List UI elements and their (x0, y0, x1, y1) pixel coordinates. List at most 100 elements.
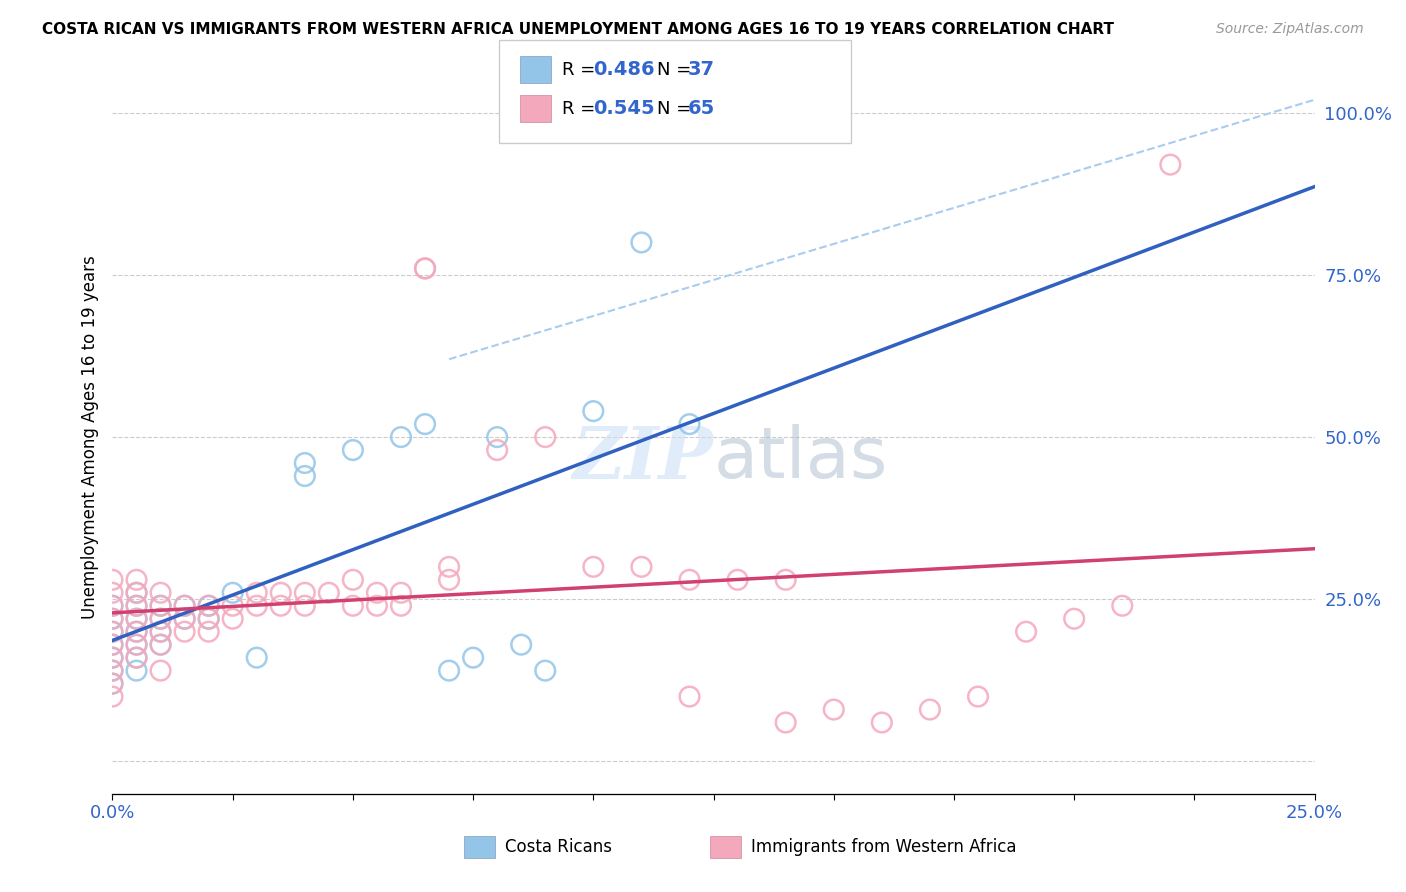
Point (246, 650, 269, 665)
Point (101, 612, 124, 626)
Point (149, 599, 172, 613)
Point (678, 417, 700, 431)
Point (246, 586, 269, 600)
Point (437, 559, 460, 574)
Point (630, 559, 652, 574)
Point (342, 573, 364, 587)
Point (125, 586, 148, 600)
Point (534, 430, 557, 444)
Point (125, 599, 148, 613)
Point (101, 664, 124, 678)
Point (413, 417, 436, 431)
Point (486, 443, 509, 458)
Point (101, 676, 124, 690)
Point (678, 690, 700, 704)
Point (101, 586, 124, 600)
Point (149, 664, 172, 678)
Point (775, 715, 797, 730)
Point (413, 261, 436, 276)
Point (173, 612, 195, 626)
Point (101, 612, 124, 626)
Point (125, 599, 148, 613)
Point (101, 624, 124, 639)
Point (101, 624, 124, 639)
Point (101, 573, 124, 587)
Point (270, 586, 292, 600)
Point (125, 586, 148, 600)
Point (149, 624, 172, 639)
Point (173, 624, 195, 639)
Point (389, 430, 412, 444)
Point (294, 586, 316, 600)
Point (197, 599, 219, 613)
Point (967, 690, 990, 704)
Text: R =: R = (562, 100, 602, 118)
Point (823, 702, 845, 716)
Point (486, 430, 509, 444)
Point (101, 676, 124, 690)
Point (101, 638, 124, 652)
Point (125, 624, 148, 639)
Point (149, 612, 172, 626)
Point (727, 573, 749, 587)
Point (534, 664, 557, 678)
Text: COSTA RICAN VS IMMIGRANTS FROM WESTERN AFRICA UNEMPLOYMENT AMONG AGES 16 TO 19 Y: COSTA RICAN VS IMMIGRANTS FROM WESTERN A… (42, 22, 1114, 37)
Point (125, 612, 148, 626)
Text: 37: 37 (688, 60, 714, 79)
Text: R =: R = (562, 61, 602, 78)
Point (101, 650, 124, 665)
Point (1015, 624, 1038, 639)
Y-axis label: Unemployment Among Ages 16 to 19 years: Unemployment Among Ages 16 to 19 years (80, 255, 98, 619)
Point (125, 638, 148, 652)
Point (101, 638, 124, 652)
Point (437, 664, 460, 678)
Point (1159, 158, 1181, 172)
Point (342, 599, 364, 613)
Point (173, 612, 195, 626)
Point (294, 599, 316, 613)
Point (101, 599, 124, 613)
Point (318, 586, 340, 600)
Point (149, 612, 172, 626)
Point (173, 599, 195, 613)
Point (366, 586, 388, 600)
Point (173, 599, 195, 613)
Point (270, 599, 292, 613)
Text: ZIP: ZIP (572, 423, 713, 494)
Point (582, 404, 605, 418)
Point (1063, 612, 1085, 626)
Point (125, 650, 148, 665)
Point (101, 650, 124, 665)
Point (125, 638, 148, 652)
Point (125, 573, 148, 587)
Point (461, 650, 484, 665)
Point (630, 235, 652, 250)
Point (246, 599, 269, 613)
Point (775, 573, 797, 587)
Point (149, 599, 172, 613)
Text: Source: ZipAtlas.com: Source: ZipAtlas.com (1216, 22, 1364, 37)
Point (294, 469, 316, 483)
Point (101, 664, 124, 678)
Text: 0.545: 0.545 (593, 99, 655, 119)
Point (101, 599, 124, 613)
Text: 65: 65 (688, 99, 714, 119)
Point (582, 559, 605, 574)
Text: N =: N = (657, 61, 696, 78)
Point (413, 261, 436, 276)
Point (918, 702, 941, 716)
Point (510, 638, 533, 652)
Point (149, 638, 172, 652)
Text: N =: N = (657, 100, 696, 118)
Point (222, 586, 245, 600)
Point (149, 638, 172, 652)
Point (125, 612, 148, 626)
Point (197, 612, 219, 626)
Point (125, 624, 148, 639)
Point (149, 624, 172, 639)
Text: Costa Ricans: Costa Ricans (505, 838, 612, 856)
Text: 0.486: 0.486 (593, 60, 655, 79)
Point (101, 690, 124, 704)
Point (389, 586, 412, 600)
Text: Immigrants from Western Africa: Immigrants from Western Africa (751, 838, 1017, 856)
